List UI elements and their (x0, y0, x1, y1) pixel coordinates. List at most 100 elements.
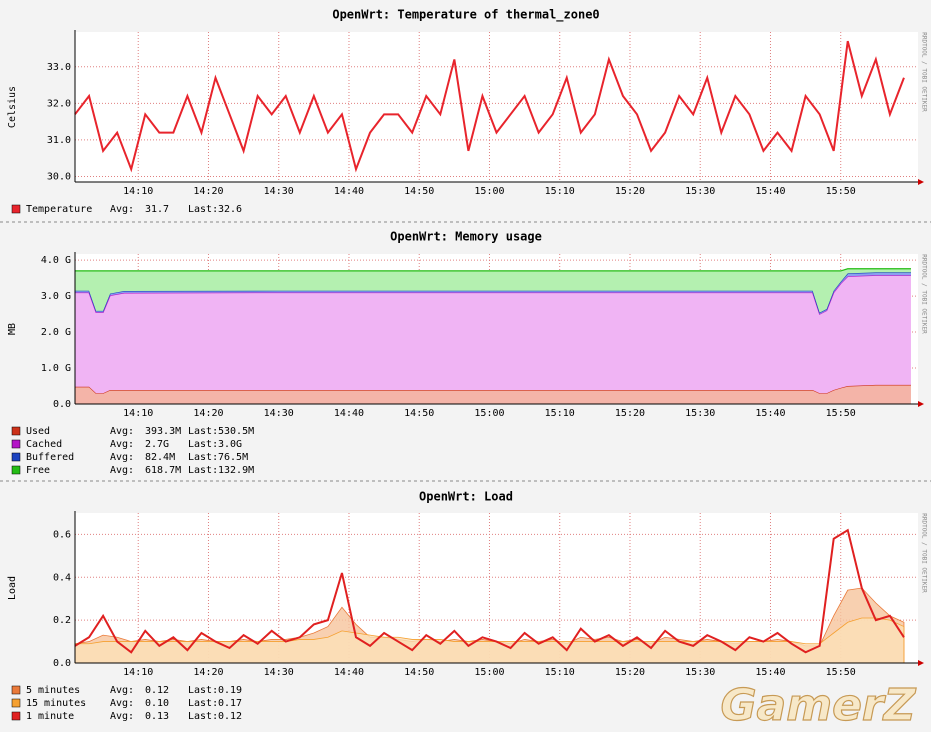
y-tick-label: 2.0 G (41, 327, 71, 338)
x-tick-label: 15:30 (685, 667, 715, 678)
y-axis-label: Celsius (7, 86, 18, 128)
legend-last: 3.0G (218, 439, 242, 450)
x-tick-label: 14:20 (193, 667, 223, 678)
legend-swatch (11, 452, 21, 462)
y-tick-label: 31.0 (47, 135, 71, 146)
legend-swatch (11, 711, 21, 721)
y-tick-label: 0.0 (53, 658, 71, 669)
legend-last-label: Last: (188, 426, 218, 437)
legend-last: 530.5M (218, 426, 254, 437)
legend-avg-label: Avg: (110, 452, 134, 463)
x-tick-label: 14:50 (404, 186, 434, 197)
x-tick-label: 14:10 (123, 408, 153, 419)
legend-avg: 393.3M (145, 426, 181, 437)
y-tick-label: 1.0 G (41, 363, 71, 374)
legend-swatch (11, 698, 21, 708)
legend-last: 0.17 (218, 698, 242, 709)
legend-avg-label: Avg: (110, 711, 134, 722)
plot-area (75, 32, 918, 182)
stacked-area (75, 384, 911, 404)
x-tick-label: 14:20 (193, 186, 223, 197)
legend-avg: 2.7G (145, 439, 169, 450)
legend-last: 76.5M (218, 452, 248, 463)
legend-last-label: Last: (188, 685, 218, 696)
y-tick-label: 30.0 (47, 172, 71, 183)
x-tick-label: 15:00 (474, 408, 504, 419)
legend-last-label: Last: (188, 452, 218, 463)
y-axis-label: MB (7, 323, 18, 335)
legend-last-label: Last: (188, 465, 218, 476)
legend-avg: 82.4M (145, 452, 175, 463)
x-tick-label: 14:30 (264, 186, 294, 197)
y-tick-label: 0.2 (53, 615, 71, 626)
line (74, 40, 905, 173)
x-tick-label: 15:40 (755, 408, 785, 419)
legend-avg: 0.10 (145, 698, 169, 709)
legend-label: 1 minute (26, 711, 74, 722)
axis-arrow (918, 179, 924, 185)
x-tick-label: 15:50 (826, 408, 856, 419)
x-tick-label: 14:40 (334, 667, 364, 678)
stacked-area (75, 268, 911, 313)
legend-swatch (11, 685, 21, 695)
side-label: RRDTOOL / TOBI OETIKER (921, 32, 928, 112)
x-tick-label: 14:10 (123, 186, 153, 197)
y-tick-label: 0.4 (53, 572, 71, 583)
axis-arrow (918, 401, 924, 407)
legend-avg-label: Avg: (110, 698, 134, 709)
x-tick-label: 15:10 (545, 667, 575, 678)
legend-swatch (11, 204, 21, 214)
watermark: GamerZ (720, 680, 916, 731)
x-tick-label: 14:50 (404, 667, 434, 678)
legend-label: Buffered (26, 452, 74, 463)
x-tick-label: 15:10 (545, 186, 575, 197)
x-tick-label: 15:40 (755, 667, 785, 678)
legend-avg: 0.12 (145, 685, 169, 696)
x-tick-label: 15:50 (826, 186, 856, 197)
legend-last-label: Last: (188, 439, 218, 450)
y-tick-label: 3.0 G (41, 291, 71, 302)
legend-avg-label: Avg: (110, 204, 134, 215)
x-tick-label: 14:40 (334, 408, 364, 419)
x-tick-label: 15:30 (685, 186, 715, 197)
y-tick-label: 0.6 (53, 529, 71, 540)
legend-avg-label: Avg: (110, 439, 134, 450)
x-tick-label: 15:20 (615, 186, 645, 197)
chart-title: OpenWrt: Load (419, 490, 513, 504)
legend-swatch (11, 439, 21, 449)
legend-label: 5 minutes (26, 685, 80, 696)
side-label: RRDTOOL / TOBI OETIKER (921, 513, 928, 593)
legend-last: 32.6 (218, 204, 242, 215)
legend-label: Cached (26, 439, 62, 450)
x-tick-label: 14:30 (264, 408, 294, 419)
legend-avg: 618.7M (145, 465, 181, 476)
area (74, 617, 905, 664)
x-tick-label: 14:20 (193, 408, 223, 419)
x-tick-label: 14:40 (334, 186, 364, 197)
x-tick-label: 15:20 (615, 667, 645, 678)
y-tick-label: 33.0 (47, 62, 71, 73)
chart-title: OpenWrt: Memory usage (390, 230, 542, 244)
chart-title: OpenWrt: Temperature of thermal_zone0 (332, 8, 599, 23)
legend-avg: 0.13 (145, 711, 169, 722)
side-label: RRDTOOL / TOBI OETIKER (921, 254, 928, 334)
legend-avg-label: Avg: (110, 685, 134, 696)
y-tick-label: 0.0 (53, 399, 71, 410)
legend-last: 0.19 (218, 685, 242, 696)
axis-arrow (918, 660, 924, 666)
line (74, 528, 905, 654)
x-tick-label: 15:30 (685, 408, 715, 419)
legend-swatch (11, 465, 21, 475)
legend-label: Used (26, 426, 50, 437)
legend-last: 0.12 (218, 711, 242, 722)
x-tick-label: 14:30 (264, 667, 294, 678)
x-tick-label: 14:50 (404, 408, 434, 419)
x-tick-label: 14:10 (123, 667, 153, 678)
y-axis-label: Load (7, 576, 18, 600)
x-tick-label: 15:00 (474, 667, 504, 678)
legend-avg-label: Avg: (110, 465, 134, 476)
legend-swatch (11, 426, 21, 436)
legend-label: 15 minutes (26, 698, 86, 709)
legend-avg: 31.7 (145, 204, 169, 215)
x-tick-label: 15:50 (826, 667, 856, 678)
